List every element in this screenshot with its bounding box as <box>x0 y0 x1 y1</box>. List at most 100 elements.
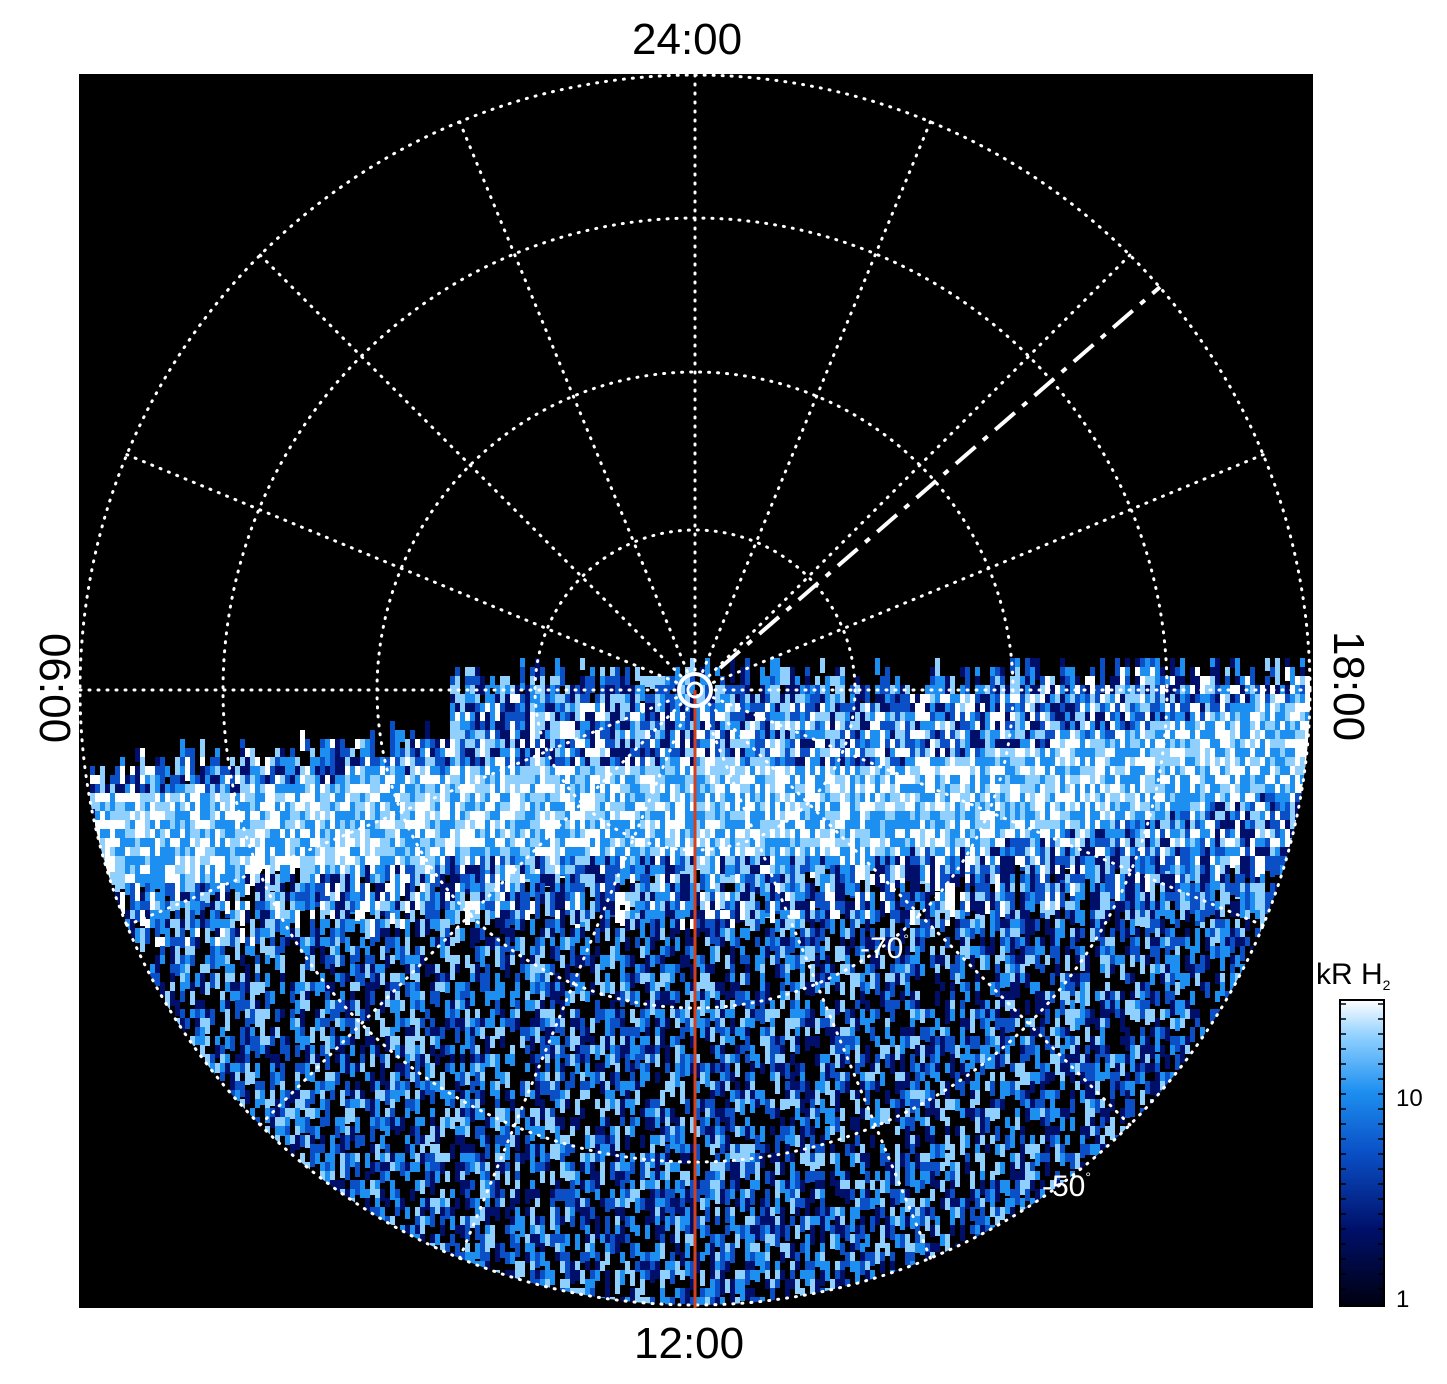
emission-cell <box>930 856 935 866</box>
emission-cell <box>390 838 395 853</box>
emission-cell <box>1285 730 1290 739</box>
emission-cell <box>575 721 580 734</box>
emission-cell <box>920 784 925 795</box>
emission-cell <box>570 739 575 756</box>
emission-cell <box>1285 811 1290 821</box>
emission-cell <box>1045 730 1050 745</box>
emission-cell <box>790 712 795 728</box>
emission-cell <box>475 802 480 816</box>
emission-cell <box>620 892 625 905</box>
emission-cell <box>765 784 770 794</box>
emission-cell <box>590 667 595 677</box>
emission-cell <box>1265 766 1270 781</box>
emission-cell <box>135 820 140 833</box>
emission-cell <box>1070 703 1075 717</box>
emission-cell <box>1125 676 1130 688</box>
emission-cell <box>1210 667 1215 677</box>
emission-cell <box>1225 775 1230 788</box>
emission-cell <box>250 820 255 833</box>
emission-cell <box>465 775 470 789</box>
emission-cell <box>1130 883 1135 909</box>
emission-cell <box>1180 712 1185 724</box>
emission-cell <box>500 694 505 704</box>
emission-cell <box>1075 712 1080 722</box>
emission-cell <box>935 712 940 726</box>
emission-cell <box>635 820 640 837</box>
emission-cell <box>925 712 930 722</box>
emission-cell <box>235 811 240 827</box>
emission-cell <box>1255 856 1260 877</box>
emission-cell <box>880 829 885 839</box>
emission-cell <box>465 712 470 723</box>
emission-cell <box>1155 802 1160 816</box>
emission-cell <box>515 874 520 892</box>
emission-cell <box>620 757 625 772</box>
emission-cell <box>1150 829 1155 838</box>
emission-cell <box>1275 784 1280 798</box>
emission-cell <box>885 757 890 771</box>
emission-cell <box>505 757 510 767</box>
emission-cell <box>445 838 450 849</box>
emission-cell <box>1095 865 1100 886</box>
emission-cell <box>505 793 510 810</box>
emission-cell <box>215 775 220 791</box>
emission-cell <box>540 883 545 894</box>
emission-cell <box>850 685 855 698</box>
emission-cell <box>1015 757 1020 766</box>
emission-cell <box>455 667 460 678</box>
emission-cell <box>740 838 745 847</box>
emission-cell <box>175 757 180 790</box>
emission-cell <box>245 793 250 806</box>
emission-cell <box>370 829 375 841</box>
emission-cell <box>1195 829 1200 839</box>
emission-cell <box>935 703 940 715</box>
emission-cell <box>745 829 750 841</box>
emission-cell <box>990 811 995 821</box>
emission-cell <box>985 865 990 875</box>
emission-cell <box>515 685 520 695</box>
emission-cell <box>975 748 980 765</box>
emission-cell <box>660 712 665 725</box>
emission-cell <box>205 802 210 816</box>
emission-cell <box>705 730 710 743</box>
emission-cell <box>810 730 815 742</box>
emission-cell <box>840 739 845 755</box>
emission-cell <box>1230 730 1235 747</box>
emission-cell <box>555 739 560 750</box>
emission-cell <box>555 838 560 849</box>
emission-cell <box>535 784 540 800</box>
emission-cell <box>505 712 510 724</box>
emission-cell <box>1140 694 1145 705</box>
emission-cell <box>330 838 335 853</box>
emission-map <box>90 658 1310 1305</box>
emission-cell <box>340 802 345 813</box>
emission-cell <box>335 829 340 840</box>
emission-cell <box>1170 775 1175 784</box>
emission-cell <box>900 802 905 816</box>
emission-cell <box>395 730 400 753</box>
emission-cell <box>105 802 110 816</box>
emission-cell <box>600 811 605 824</box>
emission-cell <box>605 757 610 771</box>
emission-cell <box>335 820 340 832</box>
emission-cell <box>170 883 175 892</box>
emission-cell <box>545 829 550 840</box>
emission-cell <box>1050 712 1055 724</box>
emission-cell <box>740 820 745 834</box>
emission-cell <box>745 757 750 772</box>
emission-cell <box>805 676 810 691</box>
emission-cell <box>1230 739 1235 755</box>
emission-cell <box>730 784 735 800</box>
emission-cell <box>720 793 725 804</box>
emission-cell <box>1250 829 1255 843</box>
emission-cell <box>770 829 775 841</box>
emission-cell <box>850 811 855 823</box>
emission-cell <box>425 739 430 751</box>
emission-cell <box>820 703 825 713</box>
emission-cell <box>1025 676 1030 692</box>
emission-cell <box>650 838 655 850</box>
emission-cell <box>300 838 305 847</box>
emission-cell <box>920 802 925 817</box>
emission-cell <box>780 847 785 856</box>
